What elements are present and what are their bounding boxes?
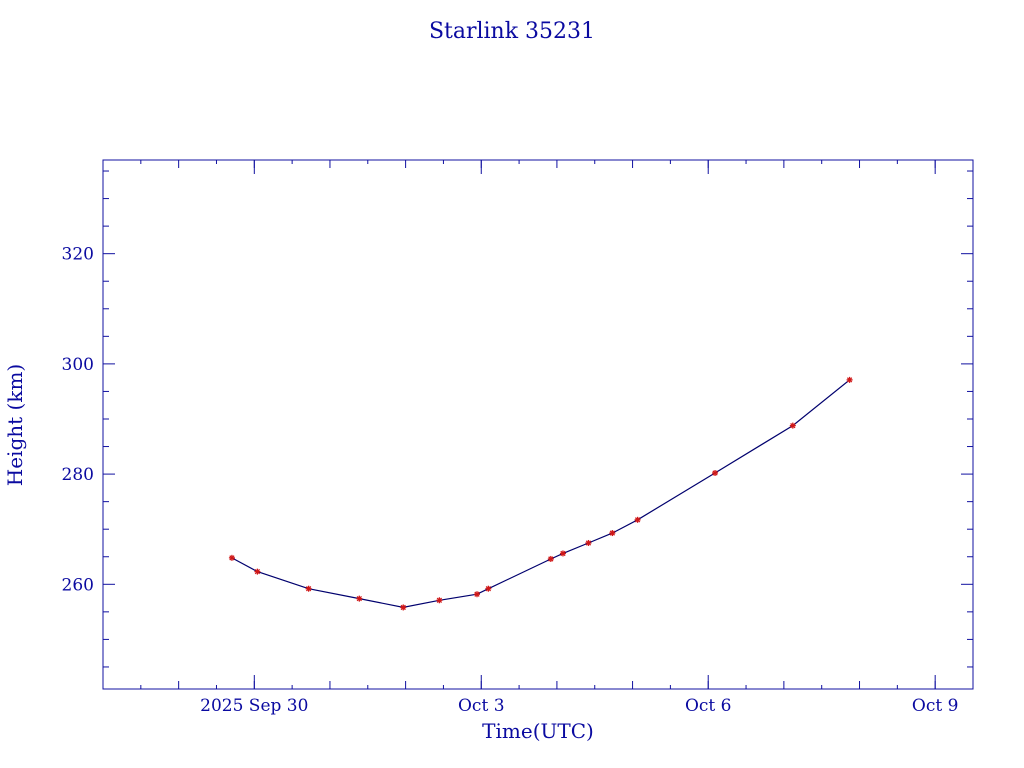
data-point <box>485 585 492 592</box>
series-line <box>231 379 850 609</box>
y-tick-label: 320 <box>62 245 94 265</box>
data-point <box>846 376 853 383</box>
data-point-stroke <box>436 597 443 603</box>
x-tick-label: Oct 3 <box>458 696 505 716</box>
data-point-stroke <box>485 586 492 592</box>
data-point <box>559 550 566 557</box>
data-point-stroke <box>560 550 566 557</box>
data-point-stroke <box>474 591 480 597</box>
data-point-stroke <box>585 540 592 546</box>
data-point <box>436 597 443 604</box>
y-tick-label: 280 <box>62 465 94 485</box>
data-markers <box>228 376 853 611</box>
data-point <box>400 604 407 611</box>
data-point-stroke <box>712 470 718 476</box>
axis-ticks <box>102 160 974 689</box>
chart-title: Starlink 35231 <box>429 19 595 44</box>
data-point-stroke <box>548 556 554 562</box>
data-point-stroke <box>254 568 261 575</box>
data-point-stroke <box>634 517 641 523</box>
data-point <box>305 585 312 592</box>
y-axis-label: Height (km) <box>3 364 27 486</box>
y-tick-label: 260 <box>62 575 94 595</box>
y-tick-labels: 260 280 300 320 <box>62 245 94 596</box>
x-tick-label: Oct 9 <box>912 696 959 716</box>
data-point-stroke <box>305 586 312 592</box>
data-point <box>547 555 554 562</box>
data-point <box>254 568 261 575</box>
x-axis-label: Time(UTC) <box>482 719 594 743</box>
x-tick-label: Oct 6 <box>685 696 732 716</box>
x-tick-label: 2025 Sep 30 <box>200 696 308 716</box>
data-point <box>609 530 616 537</box>
data-point <box>585 539 592 546</box>
data-point-stroke <box>356 595 362 602</box>
data-point <box>789 422 796 429</box>
data-point-stroke <box>229 555 235 561</box>
data-point <box>712 469 719 476</box>
data-point <box>474 591 481 598</box>
y-tick-label: 300 <box>62 355 94 375</box>
data-point <box>356 595 363 602</box>
data-point-stroke <box>790 422 796 429</box>
data-point-stroke <box>846 377 853 383</box>
data-point-stroke <box>400 604 406 611</box>
data-point <box>228 554 235 561</box>
series-line-group <box>231 379 850 609</box>
plot-frame <box>102 159 974 690</box>
data-point <box>634 516 641 523</box>
data-point-stroke <box>609 530 615 536</box>
x-tick-labels: 2025 Sep 30 Oct 3 Oct 6 Oct 9 <box>200 696 958 716</box>
